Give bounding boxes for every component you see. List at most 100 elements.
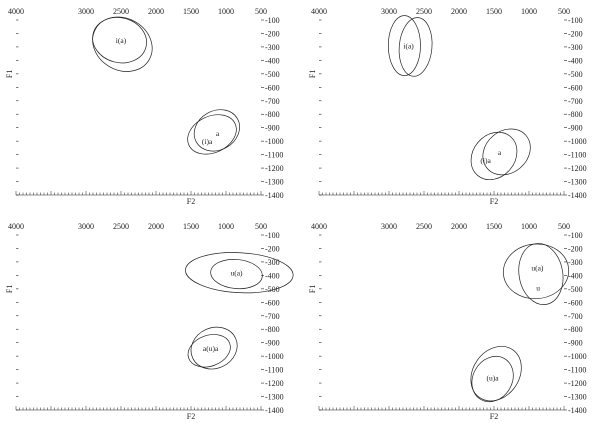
y-tick-label: -500 — [568, 70, 583, 79]
y-tick-label: -500 — [265, 70, 280, 79]
y-tick-label: -600 — [568, 298, 583, 307]
y-tick-label: -1400 — [265, 191, 284, 200]
x-tick-label: 3000 — [381, 7, 397, 16]
y-tick-label: -600 — [568, 83, 583, 92]
y-axis-title: F1 — [5, 285, 14, 293]
x-tick-label: 2500 — [113, 7, 129, 16]
y-tick-label: -300 — [568, 258, 583, 267]
vowel-label: (i)a — [202, 137, 213, 146]
y-tick-label: -400 — [568, 271, 583, 280]
y-tick-label: -900 — [265, 339, 280, 348]
chart-panel-3: 4000 3000 2500 2000 1500 1000 500-100 -200 -300 -… — [5, 222, 294, 421]
chart-panel-2: 4000 3000 2500 2000 1500 1000 500-100 -200 -300 -… — [308, 7, 587, 206]
chart-panel-1: 4000 3000 2500 2000 1500 1000 500-100 -200 -300 -… — [5, 7, 284, 206]
x-tick-label: 500 — [255, 222, 267, 231]
x-axis-title: F2 — [490, 412, 498, 421]
vowel-ellipse — [482, 128, 531, 176]
x-tick-label: 2500 — [416, 222, 432, 231]
y-tick-label: -700 — [265, 312, 280, 321]
y-tick-label: -1000 — [265, 137, 284, 146]
vowel-ellipse — [210, 259, 263, 290]
vowel-ellipse — [398, 17, 433, 77]
y-tick-label: -800 — [568, 325, 583, 334]
x-tick-label: 4000 — [311, 7, 327, 16]
x-tick-label: 1000 — [218, 222, 234, 231]
x-tick-label: 2000 — [451, 7, 467, 16]
y-tick-label: -300 — [265, 43, 280, 52]
y-tick-label: -1300 — [265, 393, 284, 402]
vowel-label: (u)a — [487, 374, 500, 383]
y-tick-label: -500 — [265, 285, 280, 294]
x-tick-label: 4000 — [8, 222, 24, 231]
x-tick-label: 2500 — [416, 7, 432, 16]
vowel-ellipse — [92, 16, 153, 72]
y-tick-label: -1200 — [568, 164, 587, 173]
y-tick-label: -1100 — [265, 366, 283, 375]
y-tick-label: -500 — [568, 285, 583, 294]
x-tick-label: 1000 — [218, 7, 234, 16]
y-tick-label: -300 — [568, 43, 583, 52]
y-tick-label: -1400 — [568, 406, 587, 415]
vowel-ellipse — [185, 252, 294, 294]
y-tick-label: -1300 — [265, 178, 284, 187]
y-tick-label: -600 — [265, 83, 280, 92]
x-axis-title: F2 — [187, 412, 195, 421]
vowel-ellipse — [518, 243, 564, 305]
y-tick-label: -800 — [265, 110, 280, 119]
y-tick-label: -1400 — [568, 191, 587, 200]
vowel-label: a(u)a — [203, 344, 219, 353]
x-axis-title: F2 — [490, 197, 498, 206]
y-tick-label: -1300 — [568, 393, 587, 402]
x-tick-label: 2000 — [148, 7, 164, 16]
y-tick-label: -300 — [265, 258, 280, 267]
y-tick-label: -1200 — [568, 379, 587, 388]
y-tick-label: -100 — [265, 231, 280, 240]
vowel-ellipse — [187, 334, 231, 368]
y-tick-label: -200 — [568, 244, 583, 253]
vowel-label: a — [498, 148, 502, 157]
y-tick-label: -100 — [568, 16, 583, 25]
vowel-label: i(a) — [116, 36, 127, 45]
x-tick-label: 1500 — [486, 7, 502, 16]
y-tick-label: -1200 — [265, 379, 284, 388]
y-tick-label: -200 — [265, 244, 280, 253]
y-axis-title: F1 — [308, 285, 317, 293]
y-tick-label: -400 — [265, 271, 280, 280]
vowel-ellipse — [190, 326, 238, 370]
y-tick-label: -800 — [568, 110, 583, 119]
x-axis-title: F2 — [187, 197, 195, 206]
y-axis-title: F1 — [308, 70, 317, 78]
vowel-label: u — [536, 284, 540, 293]
vowel-label: (i)a — [480, 156, 491, 165]
y-tick-label: -600 — [265, 298, 280, 307]
x-tick-label: 3000 — [78, 222, 94, 231]
x-tick-label: 1000 — [521, 222, 537, 231]
y-tick-label: -200 — [265, 29, 280, 38]
vowel-ellipse — [470, 346, 522, 402]
y-tick-label: -1100 — [265, 151, 283, 160]
x-tick-label: 3000 — [381, 222, 397, 231]
x-tick-label: 1500 — [486, 222, 502, 231]
y-tick-label: -100 — [265, 16, 280, 25]
chart-panel-4: 4000 3000 2500 2000 1500 1000 500-100 -200 -300 -… — [308, 222, 587, 421]
x-tick-label: 2500 — [113, 222, 129, 231]
x-tick-label: 1000 — [521, 7, 537, 16]
y-tick-label: -700 — [265, 97, 280, 106]
x-tick-label: 3000 — [78, 7, 94, 16]
vowel-ellipse — [187, 114, 237, 155]
y-tick-label: -900 — [265, 124, 280, 133]
vowel-ellipse — [193, 109, 240, 152]
y-tick-label: -200 — [568, 29, 583, 38]
y-tick-label: -900 — [568, 124, 583, 133]
y-axis-title: F1 — [5, 70, 14, 78]
vowel-label: i(a) — [403, 42, 414, 51]
y-tick-label: -900 — [568, 339, 583, 348]
x-tick-label: 500 — [558, 7, 570, 16]
y-tick-label: -1000 — [568, 137, 587, 146]
y-tick-label: -400 — [265, 56, 280, 65]
vowel-ellipse — [387, 15, 421, 76]
y-tick-label: -1200 — [265, 164, 284, 173]
x-tick-label: 4000 — [8, 7, 24, 16]
y-tick-label: -1000 — [265, 352, 284, 361]
